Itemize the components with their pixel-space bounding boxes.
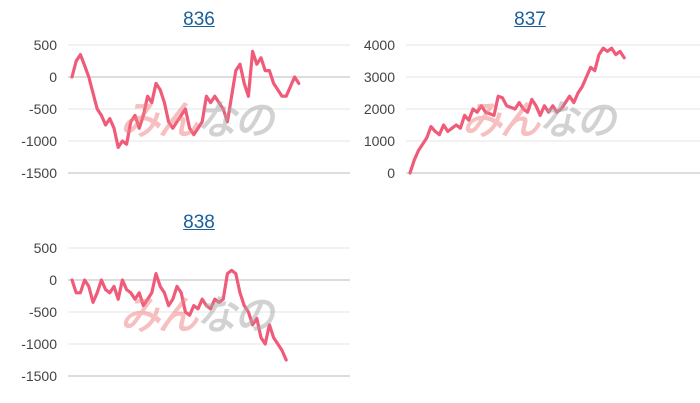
- y-tick-label: 1000: [364, 133, 395, 149]
- line-chart: -1500 -1000 -500 0 500: [21, 37, 350, 181]
- y-tick-label: -1500: [21, 165, 57, 181]
- y-tick-label: 0: [387, 165, 395, 181]
- y-tick-label: 500: [34, 240, 58, 256]
- chart-title-link[interactable]: 838: [183, 212, 215, 233]
- y-tick-label: 500: [34, 37, 58, 53]
- y-tick-label: 0: [49, 272, 57, 288]
- y-tick-label: 4000: [364, 37, 395, 53]
- y-tick-label: -500: [29, 304, 57, 320]
- line-chart: 0 1000 2000 3000 4000: [364, 37, 700, 181]
- chart-title-link[interactable]: 837: [514, 9, 546, 30]
- series-line: [70, 268, 288, 362]
- y-tick-label: -500: [29, 101, 57, 117]
- y-tick-label: -1500: [21, 368, 57, 384]
- chart-panel-837: 837 0 1000 2000 3000 4000 みんなの: [350, 0, 700, 200]
- series-line: [408, 46, 626, 175]
- y-tick-label: 0: [49, 69, 57, 85]
- chart-panel-838: 838 -1500 -1000 -500 0 500 みんなの: [0, 203, 350, 403]
- y-tick-label: -1000: [21, 133, 57, 149]
- series-line: [70, 49, 301, 149]
- y-tick-label: 2000: [364, 101, 395, 117]
- y-tick-label: -1000: [21, 336, 57, 352]
- line-chart: -1500 -1000 -500 0 500: [21, 240, 350, 384]
- chart-title-link[interactable]: 836: [183, 9, 215, 30]
- y-tick-label: 3000: [364, 69, 395, 85]
- chart-panel-836: 836 -1500 -1000 -500 0 500 みんなの: [0, 0, 350, 200]
